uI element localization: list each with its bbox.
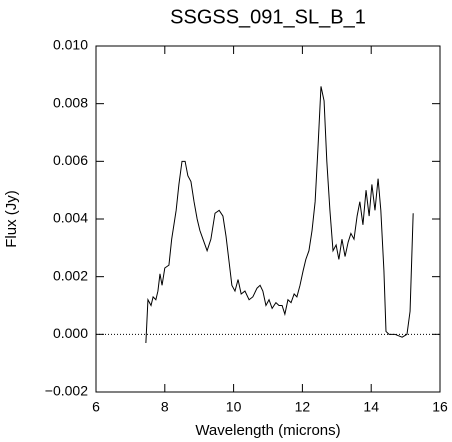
x-tick-label: 10 bbox=[226, 399, 242, 415]
y-tick-label: 0.008 bbox=[53, 94, 88, 110]
y-tick-label: 0.000 bbox=[53, 325, 88, 341]
x-tick-label: 14 bbox=[363, 399, 379, 415]
plot-frame bbox=[95, 45, 441, 393]
x-tick-label: 8 bbox=[161, 399, 169, 415]
x-tick-label: 6 bbox=[92, 399, 100, 415]
y-axis-label: Flux (Jy) bbox=[3, 190, 20, 248]
x-tick-label: 12 bbox=[295, 399, 311, 415]
y-tick-label: 0.010 bbox=[53, 37, 88, 53]
spectrum-line bbox=[145, 86, 414, 344]
x-axis-label: Wavelength (microns) bbox=[195, 422, 340, 439]
chart-title: SSGSS_091_SL_B_1 bbox=[170, 6, 366, 28]
y-tick-label: 0.006 bbox=[53, 152, 88, 168]
y-tick-label: 0.004 bbox=[53, 210, 88, 226]
y-tick-label: 0.002 bbox=[53, 267, 88, 283]
y-tick-label: −0.002 bbox=[45, 383, 88, 399]
x-tick-label: 16 bbox=[432, 399, 448, 415]
